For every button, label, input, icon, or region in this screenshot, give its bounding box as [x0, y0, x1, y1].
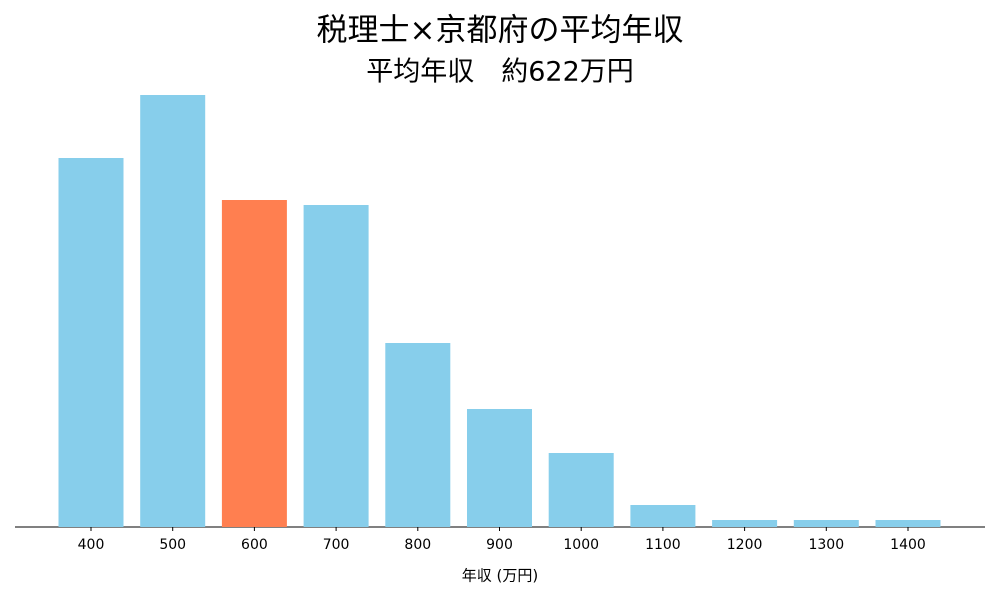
- x-tick-label: 1000: [563, 537, 599, 553]
- bar: [875, 520, 941, 527]
- x-tick-label: 900: [486, 537, 513, 553]
- x-tick-label: 800: [404, 537, 431, 553]
- x-tick-label: 1100: [645, 537, 681, 553]
- bar: [630, 505, 696, 527]
- bar: [385, 343, 451, 527]
- x-tick-label: 1400: [890, 537, 926, 553]
- x-axis-label: 年収 (万円): [462, 567, 538, 585]
- x-tick-label: 1300: [808, 537, 844, 553]
- bar: [140, 95, 206, 527]
- chart-subtitle: 平均年収 約622万円: [366, 57, 634, 88]
- bar: [221, 200, 287, 527]
- bar: [303, 205, 369, 527]
- bar: [467, 409, 532, 527]
- bar: [548, 453, 614, 527]
- x-tick-label: 1200: [727, 537, 763, 553]
- x-tick-label: 600: [241, 537, 268, 553]
- bar: [712, 520, 778, 527]
- x-tick-label: 700: [323, 537, 350, 553]
- x-tick-label: 400: [78, 537, 105, 553]
- chart-title: 税理士×京都府の平均年収: [317, 13, 684, 49]
- bar: [58, 158, 124, 527]
- x-tick-label: 500: [159, 537, 186, 553]
- bar: [793, 520, 859, 527]
